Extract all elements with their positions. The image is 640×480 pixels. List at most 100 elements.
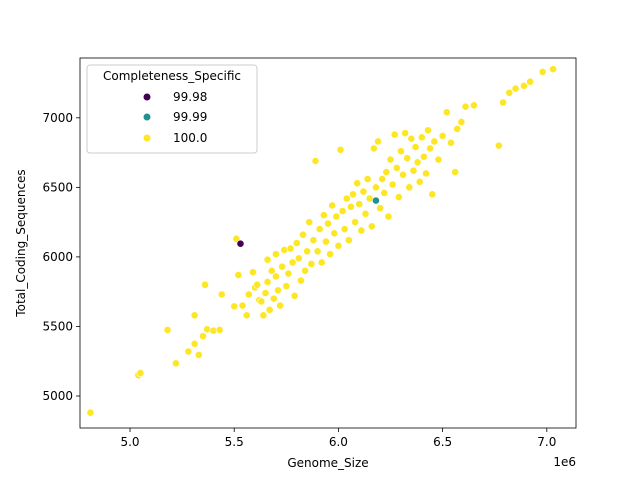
legend-marker: [143, 93, 151, 101]
data-point: [438, 131, 447, 140]
data-point: [194, 351, 203, 359]
data-point: [190, 311, 199, 320]
data-point: [290, 291, 299, 300]
data-point: [313, 247, 322, 256]
data-point: [424, 126, 432, 135]
data-point: [494, 141, 503, 150]
data-point: [328, 201, 337, 210]
data-point: [367, 222, 376, 231]
data-point: [430, 137, 439, 146]
data-point: [242, 311, 251, 320]
data-point: [340, 225, 349, 233]
x-tick-label: 5.5: [225, 435, 244, 449]
data-point: [336, 145, 345, 154]
data-point: [426, 144, 435, 153]
data-point: [324, 219, 332, 228]
legend-box: [86, 64, 258, 154]
data-point: [249, 268, 257, 277]
data-point: [469, 101, 478, 110]
data-point: [413, 158, 422, 167]
data-point: [399, 170, 407, 179]
data-point: [288, 258, 297, 267]
data-point: [271, 250, 280, 259]
data-point: [526, 77, 535, 86]
data-point: [297, 276, 305, 285]
data-point: [380, 189, 389, 197]
data-point: [234, 271, 243, 279]
y-tick-label: 6500: [42, 180, 73, 194]
data-point: [136, 369, 145, 377]
data-point: [372, 183, 380, 192]
data-point: [238, 301, 247, 310]
data-point: [519, 81, 528, 90]
plot-frame: [79, 57, 577, 429]
y-axis-label: Total_Coding_Sequences: [14, 169, 28, 317]
data-point: [184, 347, 193, 356]
data-point: [538, 68, 547, 76]
data-point: [338, 207, 347, 215]
data-point: [457, 118, 466, 126]
data-point: [330, 229, 339, 238]
data-point: [201, 280, 209, 289]
y-axis-ticks: 5000 5500 6000 6500 7000: [42, 111, 80, 403]
legend-label: 99.99: [173, 110, 207, 124]
data-point: [403, 154, 412, 163]
data-point: [428, 190, 437, 199]
legend-title: Completeness_Specific: [103, 69, 241, 83]
data-point: [303, 247, 312, 256]
data-point: [461, 102, 470, 111]
points-layer: [86, 65, 557, 417]
data-point: [382, 168, 391, 176]
data-point: [411, 143, 420, 151]
data-point: [451, 168, 460, 176]
legend-label: 99.98: [173, 90, 207, 104]
data-point: [505, 88, 514, 97]
data-point: [86, 408, 95, 417]
data-point: [299, 230, 307, 239]
data-point: [253, 280, 262, 289]
data-point: [294, 254, 303, 263]
data-point: [332, 212, 341, 221]
data-point: [274, 286, 282, 295]
legend-marker: [143, 134, 151, 142]
data-point: [305, 218, 314, 227]
data-point: [397, 147, 405, 156]
legend-marker: [143, 113, 151, 121]
x-tick-label: 7.0: [537, 435, 556, 449]
data-point: [442, 108, 451, 117]
data-point: [409, 166, 418, 175]
data-point: [417, 133, 426, 142]
data-point: [342, 194, 351, 203]
data-point: [311, 157, 320, 165]
data-point: [453, 125, 462, 133]
x-tick-label: 6.0: [329, 435, 348, 449]
data-point: [244, 290, 253, 299]
y-tick-label: 6000: [42, 250, 73, 264]
data-point: [326, 250, 334, 259]
data-point: [259, 311, 268, 320]
y-tick-label: 5500: [42, 319, 73, 333]
data-point: [301, 266, 309, 275]
legend-entry: 100.0: [143, 131, 207, 145]
data-point: [349, 190, 357, 199]
legend: Completeness_Specific 99.98 99.99 100.0: [86, 64, 258, 154]
data-point: [163, 326, 172, 334]
data-point: [361, 209, 370, 218]
data-point: [422, 169, 430, 178]
x-tick-label: 6.5: [433, 435, 452, 449]
data-point: [353, 179, 362, 188]
data-point: [344, 236, 353, 245]
data-point: [334, 241, 343, 250]
data-point: [269, 294, 278, 303]
legend-label: 100.0: [173, 131, 207, 145]
data-point: [359, 187, 368, 196]
data-point: [230, 302, 239, 311]
data-point: [322, 237, 330, 246]
data-point: [511, 84, 520, 93]
data-point: [292, 239, 301, 247]
x-axis-label: Genome_Size: [287, 456, 368, 470]
x-axis-offset-label: 1e6: [553, 455, 576, 469]
data-point: [278, 262, 287, 271]
data-point: [434, 155, 443, 164]
